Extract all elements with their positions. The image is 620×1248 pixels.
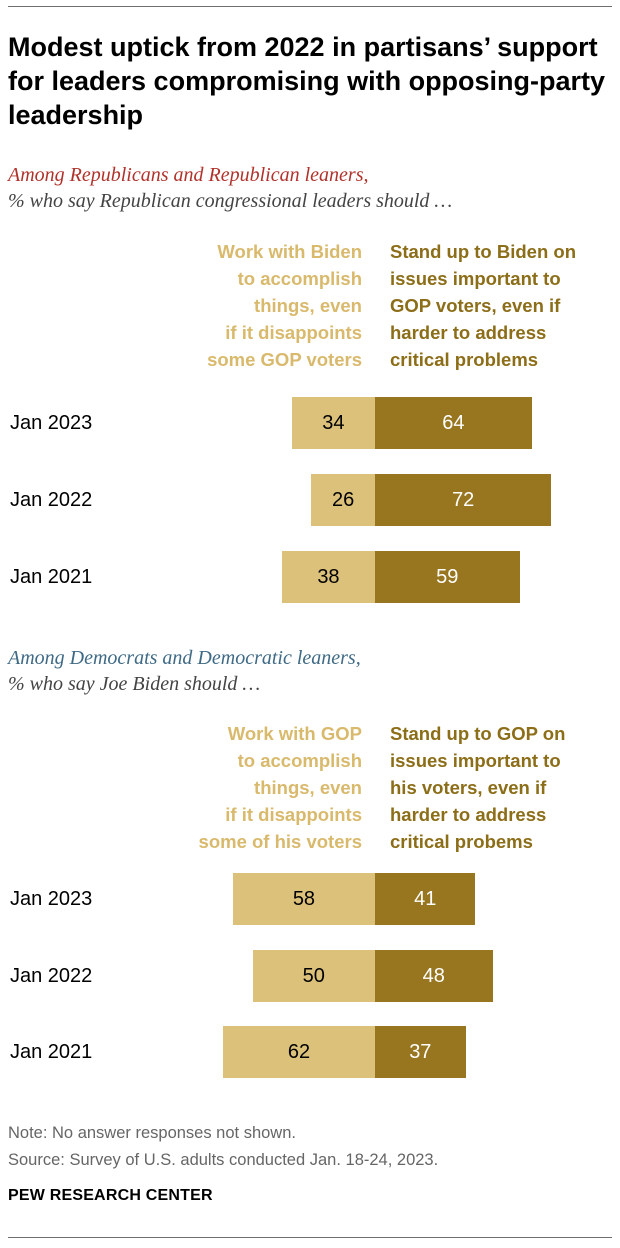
dem-row-label-jan-2022: Jan 2022 — [10, 965, 93, 987]
pew-logo-text: PEW RESEARCH CENTER — [8, 1187, 213, 1204]
rep-row-label-jan-2023: Jan 2023 — [10, 412, 93, 434]
top-rule — [8, 6, 612, 7]
dem-bar-stand-up-jan-2022: 48 — [375, 950, 493, 1002]
dem-row-label-jan-2023: Jan 2023 — [10, 888, 93, 910]
rep-section-subhead: Among Republicans and Republican leaners… — [8, 162, 612, 214]
rep-row-label-jan-2022: Jan 2022 — [10, 489, 93, 511]
dem-section-subhead: Among Democrats and Democratic leaners, … — [8, 645, 612, 697]
dem-legend-stand-up: Stand up to GOP on issues important to h… — [390, 723, 566, 852]
dem-legend-work-with: Work with GOP to accomplish things, even… — [198, 723, 362, 852]
dem-bar-work-with-jan-2023: 58 — [232, 873, 375, 925]
rep-legend-work-with: Work with Biden to accomplish things, ev… — [207, 241, 362, 370]
source-text: Source: Survey of U.S. adults conducted … — [8, 1151, 439, 1169]
rep-legend-stand-up: Stand up to Biden on issues important to… — [390, 241, 577, 370]
rep-question: % who say Republican congressional leade… — [8, 190, 453, 212]
rep-bar-stand-up-jan-2021: 59 — [375, 551, 520, 603]
rep-row-label-jan-2021: Jan 2021 — [10, 566, 93, 588]
rep-bar-work-with-jan-2021: 38 — [281, 551, 375, 603]
rep-bar-stand-up-jan-2022: 72 — [375, 474, 552, 526]
dem-bar-work-with-jan-2022: 50 — [252, 950, 375, 1002]
dem-question: % who say Joe Biden should … — [8, 673, 261, 695]
bottom-rule — [8, 1237, 612, 1238]
rep-bar-work-with-jan-2023: 34 — [291, 397, 375, 449]
dem-bar-stand-up-jan-2023: 41 — [375, 873, 476, 925]
dem-group-label: Among Democrats and Democratic leaners, — [8, 647, 361, 669]
dem-bar-work-with-jan-2021: 62 — [223, 1026, 375, 1078]
dem-bar-stand-up-jan-2021: 37 — [375, 1026, 466, 1078]
chart-title: Modest uptick from 2022 in partisans’ su… — [8, 32, 606, 130]
note-text: Note: No answer responses not shown. — [8, 1124, 296, 1142]
rep-bar-work-with-jan-2022: 26 — [311, 474, 375, 526]
dem-row-label-jan-2021: Jan 2021 — [10, 1041, 93, 1063]
rep-bar-stand-up-jan-2023: 64 — [375, 397, 532, 449]
rep-group-label: Among Republicans and Republican leaners… — [8, 164, 369, 186]
